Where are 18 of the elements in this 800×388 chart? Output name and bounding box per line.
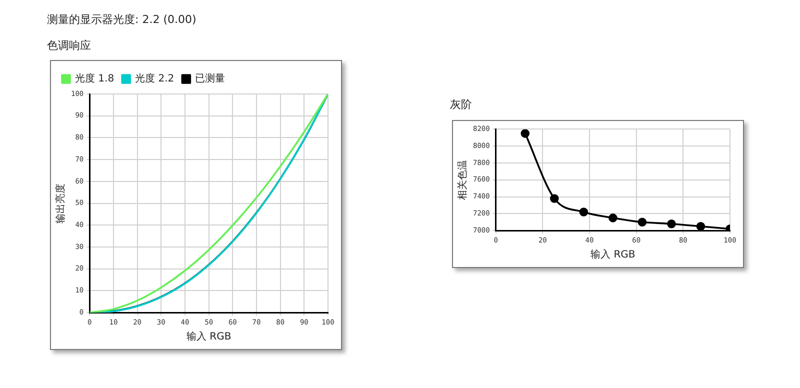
point: [638, 218, 647, 227]
point: [520, 129, 530, 138]
point: [550, 194, 559, 203]
chart-subtitle: 色调响应: [47, 38, 91, 53]
legend-label: 光度 2.2: [135, 72, 174, 85]
legend-label: 光度 1.8: [75, 72, 114, 85]
point: [696, 222, 706, 231]
y-axis-title: 输出亮度: [54, 183, 67, 224]
chart-title: 测量的显示器光度: 2.2 (0.00): [47, 12, 196, 27]
y-axis-title: 相关色温: [456, 160, 469, 200]
legend-label: 已测量: [195, 72, 226, 85]
point: [667, 219, 676, 228]
point: [579, 208, 588, 216]
x-axis-title: 输入 RGB: [590, 248, 636, 261]
chart-title: 灰阶: [450, 97, 472, 112]
point: [608, 214, 618, 222]
x-axis-title: 输入 RGB: [186, 330, 232, 343]
line-series: [90, 94, 328, 313]
